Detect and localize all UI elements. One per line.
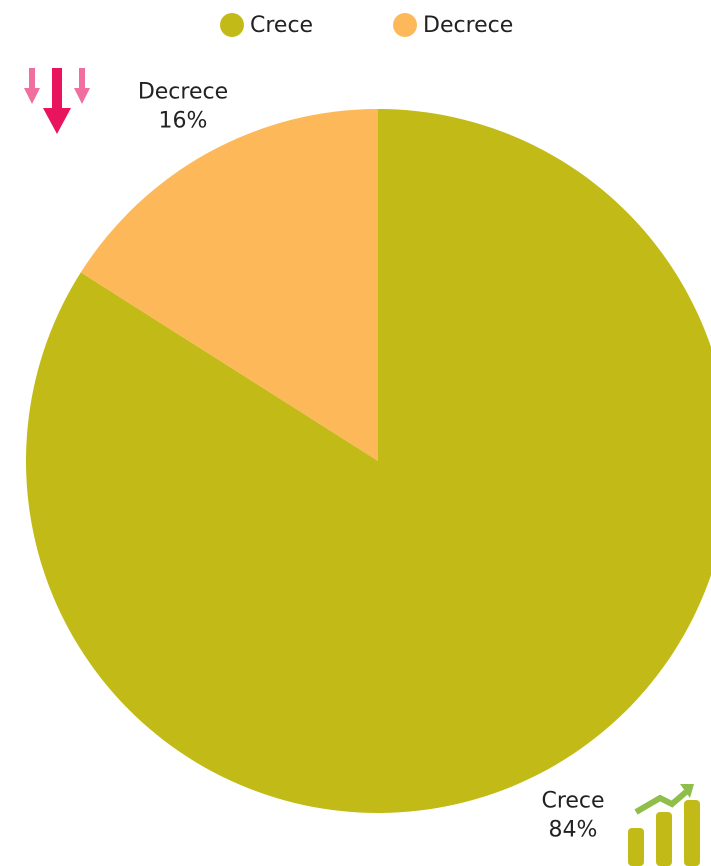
pie-slice — [26, 109, 711, 813]
pie-slice — [80, 109, 378, 461]
legend-label: Crece — [250, 13, 313, 38]
slice-value-label: 84% — [549, 818, 598, 843]
legend: Crece Decrece — [220, 13, 513, 38]
slice-name: Decrece — [138, 79, 228, 104]
slice-label: Decrece 16% — [138, 79, 228, 133]
legend-swatch — [393, 13, 417, 37]
increase-icon — [628, 784, 700, 866]
slice-label: Crece 84% — [541, 789, 604, 843]
slice-value-label: 16% — [159, 108, 208, 133]
legend-label: Decrece — [423, 13, 513, 38]
legend-swatch — [220, 13, 244, 37]
pie — [26, 109, 711, 813]
decrease-icon — [24, 68, 90, 134]
slice-name: Crece — [541, 789, 604, 814]
